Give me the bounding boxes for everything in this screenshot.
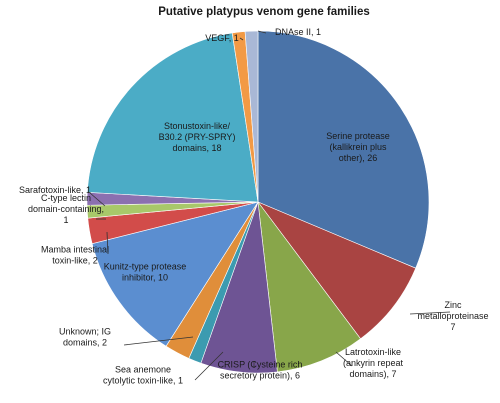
slice-label-sarafotoxin-like: Sarafotoxin-like, 1 [19, 185, 91, 195]
slice-label-mamba-intestinal-toxin-like: Mamba intestinal toxin-like, 2 [41, 245, 109, 266]
pie-slice-latrotoxin-like-ankyrin-repeat-domains [257, 200, 362, 373]
pie-slice-stonustoxin-like-b30-2-pry-spry-domains [86, 32, 259, 203]
leader-line-dnase-ii [257, 30, 267, 34]
leader-line-vegf [239, 37, 244, 41]
slice-label-serine-protease-kallikrein-plus-other: Serine protease (kallikrein plus other), 2… [326, 131, 390, 163]
leader-line-unknown-ig-domains [123, 336, 194, 346]
slice-label-zinc-metalloproteinase: Zinc metalloproteinase 7 [417, 300, 488, 332]
slice-label-sea-anemone-cytolytic-toxin-like: Sea anemone cytolytic toxin-like, 1 [103, 365, 183, 386]
slice-label-dnase-ii: DNAse II, 1 [275, 27, 321, 37]
leader-line-sea-anemone-cytolytic-toxin-like [194, 351, 224, 381]
slice-label-c-type-lectin-domain-containing: C-type lectin domain-containing, 1 [28, 193, 104, 225]
slice-label-unknown-ig-domains: Unknown; IG domains, 2 [59, 327, 111, 348]
leader-line-latrotoxin-like-ankyrin-repeat-domains [335, 351, 353, 367]
leader-lines [89, 30, 451, 381]
chart-title: Putative platypus venom gene families [158, 6, 370, 18]
leader-line-mamba-intestinal-toxin-like [106, 231, 109, 255]
pie-slice-kunitz-type-protease-inhibitor [91, 201, 259, 347]
pie-slice-zinc-metalloproteinase [257, 201, 417, 340]
leader-line-zinc-metalloproteinase [409, 311, 451, 315]
slice-label-vegf: VEGF, 1 [205, 33, 239, 43]
pie-slice-dnase-ii [244, 30, 259, 203]
pie-slice-serine-protease-kallikrein-plus-other [257, 30, 430, 269]
slice-label-stonustoxin-like-b30-2-pry-spry-domains: Stonustoxin-like/B30.2 (PRY-SPRY) domains… [159, 121, 236, 153]
slice-labels: Serine protease (kallikrein plus other), 2… [19, 27, 489, 386]
slice-label-kunitz-type-protease-inhibitor: Kunitz-type protease inhibitor, 10 [104, 262, 187, 283]
leader-line-sarafotoxin-like [89, 192, 106, 207]
pie-slices [86, 30, 430, 374]
slice-label-latrotoxin-like-ankyrin-repeat-domains: Latrotoxin-like (ankyrin repeat domains), … [343, 347, 404, 379]
slice-label-crisp-cysteine-rich-secretory-protein: CRISP (Cysteine rich secretory protein), … [218, 360, 303, 381]
